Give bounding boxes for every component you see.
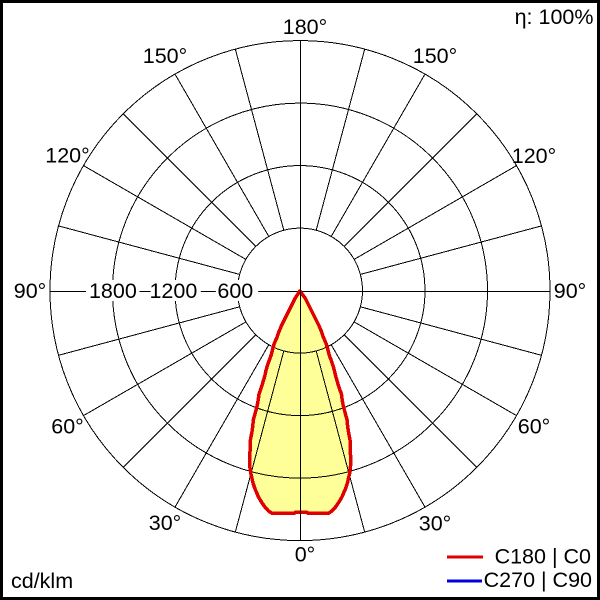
svg-text:η: 100%: η: 100%: [515, 5, 594, 29]
svg-text:60°: 60°: [51, 415, 84, 439]
svg-text:150°: 150°: [143, 44, 187, 68]
svg-text:150°: 150°: [413, 44, 457, 68]
svg-text:90°: 90°: [554, 279, 587, 303]
svg-text:30°: 30°: [419, 512, 452, 536]
svg-text:600: 600: [217, 279, 253, 303]
svg-text:1800: 1800: [89, 279, 137, 303]
svg-text:180°: 180°: [283, 15, 327, 39]
svg-text:120°: 120°: [512, 144, 556, 168]
svg-text:60°: 60°: [518, 415, 551, 439]
svg-text:C270 | C90: C270 | C90: [484, 568, 592, 592]
svg-text:cd/klm: cd/klm: [11, 569, 73, 593]
svg-text:1200: 1200: [149, 279, 197, 303]
svg-text:30°: 30°: [149, 511, 182, 535]
svg-text:C180 | C0: C180 | C0: [495, 545, 591, 569]
svg-text:120°: 120°: [45, 144, 89, 168]
svg-text:0°: 0°: [295, 543, 316, 567]
svg-text:90°: 90°: [14, 279, 47, 303]
